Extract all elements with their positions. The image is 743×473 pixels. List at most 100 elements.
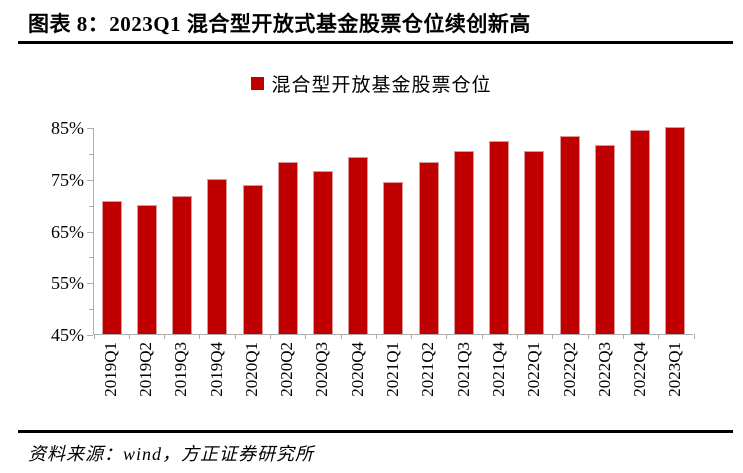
title-divider-line [18,41,733,44]
bar-slot-2019Q1 [94,128,129,334]
x-label-slot-2020Q4: 2020Q4 [340,342,375,426]
bar-slot-2020Q4 [341,128,376,334]
bar-slot-2022Q2 [552,128,587,334]
y-major-tick-85 [87,128,93,129]
bar-2022Q2 [559,135,580,334]
legend-label: 混合型开放基金股票仓位 [271,75,492,96]
bar-2022Q1 [524,151,545,334]
x-axis-label-2022Q4: 2022Q4 [630,342,650,397]
bar-2022Q4 [630,130,651,334]
y-axis-label-45: 45% [51,325,84,345]
x-tick-9 [411,334,413,339]
y-axis-label-65: 65% [51,221,84,242]
x-tick-3 [199,334,201,339]
x-label-slot-2019Q2: 2019Q2 [128,342,163,426]
x-label-slot-2020Q1: 2020Q1 [234,342,269,426]
x-label-slot-2022Q3: 2022Q3 [587,342,622,426]
x-label-slot-2021Q3: 2021Q3 [446,342,481,426]
y-major-tick-65 [87,231,93,233]
bar-slot-2021Q4 [482,128,517,334]
x-axis-label-2022Q2: 2022Q2 [559,342,579,397]
x-axis-label-2019Q3: 2019Q3 [171,342,191,397]
bar-slot-2021Q2 [411,128,446,334]
x-tick-2 [164,334,166,339]
x-axis-label-2020Q4: 2020Q4 [347,342,367,397]
y-axis-label-55: 55% [51,273,84,294]
bar-slot-2021Q3 [446,128,481,334]
y-major-tick-55 [87,283,93,285]
x-tick-11 [481,334,483,339]
x-tick-5 [270,334,271,339]
bar-2020Q3 [313,170,334,334]
x-axis-label-2021Q3: 2021Q3 [453,342,473,397]
chart-legend: 混合型开放基金股票仓位 [0,70,743,97]
bar-2020Q4 [348,157,369,334]
x-tick-6 [305,334,307,339]
bar-2022Q3 [594,144,615,334]
bar-2019Q2 [136,204,157,334]
bar-slot-2019Q3 [164,128,199,334]
x-label-slot-2021Q4: 2021Q4 [481,342,516,426]
x-axis-label-2022Q3: 2022Q3 [594,342,614,397]
x-label-slot-2019Q1: 2019Q1 [93,342,128,426]
x-axis-label-2021Q4: 2021Q4 [488,342,508,397]
y-minor-tick-50 [89,309,93,311]
x-label-slot-2020Q2: 2020Q2 [269,342,304,426]
y-axis-label-75: 75% [51,169,84,190]
source-note: 资料来源：wind，方正证券研究所 [28,444,315,464]
y-minor-tick-70 [89,205,93,207]
bar-slot-2022Q4 [623,128,658,334]
x-axis-label-2023Q1: 2023Q1 [665,342,685,397]
bar-slot-2020Q3 [305,128,340,334]
y-major-tick-75 [87,179,93,181]
x-label-slot-2022Q1: 2022Q1 [517,342,552,426]
bar-slot-2021Q1 [376,128,411,334]
x-label-slot-2021Q1: 2021Q1 [375,342,410,426]
x-tick-17 [693,334,695,339]
x-tick-14 [587,334,589,339]
source-divider-line [18,430,733,433]
bar-chart-plot-area [87,126,695,339]
x-axis-label-2020Q2: 2020Q2 [277,342,297,397]
x-tick-1 [128,334,130,339]
bar-2021Q3 [453,150,474,334]
y-major-tick-45 [87,335,93,336]
bar-slot-2019Q4 [200,128,235,334]
bar-2019Q1 [101,201,122,334]
x-axis-label-2020Q3: 2020Q3 [312,342,332,397]
x-tick-0 [93,334,95,339]
x-axis-labels: 2019Q1 2019Q2 2019Q3 2019Q4 2020Q1 2020Q2 2020… [93,342,693,426]
x-label-slot-2022Q4: 2022Q4 [622,342,657,426]
x-tick-10 [446,334,448,339]
bar-slot-2022Q1 [517,128,552,334]
y-minor-tick-60 [89,257,93,259]
bar-2019Q4 [207,178,228,334]
bar-2023Q1 [665,126,686,334]
x-tick-8 [375,334,377,339]
bar-slot-2020Q1 [235,128,270,334]
x-tick-16 [658,334,660,339]
bar-2021Q2 [418,162,439,334]
bar-slot-2020Q2 [270,128,305,334]
bar-slot-2023Q1 [658,126,693,334]
y-axis-label-85: 85% [51,118,84,138]
bar-2021Q1 [383,182,404,334]
x-axis-label-2021Q1: 2021Q1 [383,342,403,397]
x-label-slot-2023Q1: 2023Q1 [658,342,693,426]
legend-swatch-icon [251,77,265,90]
x-tick-12 [517,334,518,339]
x-label-slot-2021Q2: 2021Q2 [411,342,446,426]
x-axis-label-2019Q2: 2019Q2 [135,342,155,397]
bar-2020Q1 [242,185,263,334]
figure-title: 图表 8：2023Q1 混合型开放式基金股票仓位续创新高 [28,12,531,36]
x-tick-4 [234,334,236,339]
x-axis-label-2022Q1: 2022Q1 [524,342,544,397]
x-label-slot-2020Q3: 2020Q3 [305,342,340,426]
bar-2020Q2 [277,161,298,334]
bar-slot-2019Q2 [129,128,164,334]
x-label-slot-2019Q4: 2019Q4 [199,342,234,426]
x-tick-13 [552,334,554,339]
x-label-slot-2022Q2: 2022Q2 [552,342,587,426]
bar-2021Q4 [489,140,510,334]
